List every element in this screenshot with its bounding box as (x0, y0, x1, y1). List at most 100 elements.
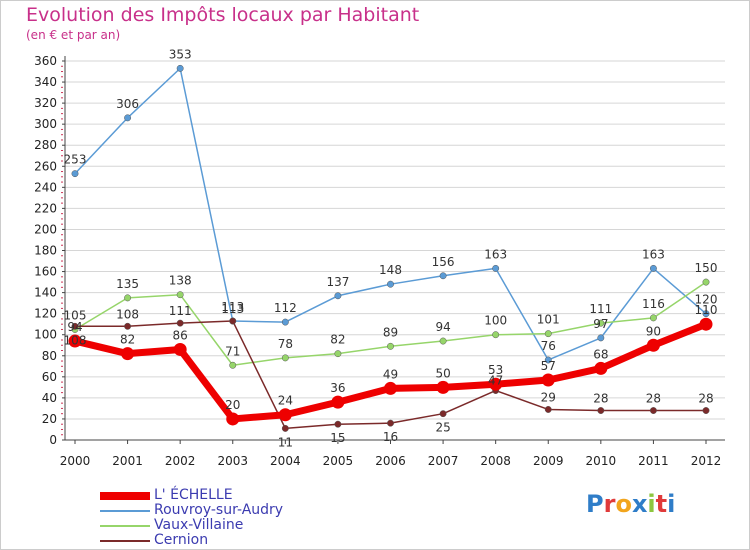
data-point (439, 272, 447, 280)
data-point (176, 319, 184, 327)
legend-swatch (100, 492, 150, 500)
data-point (71, 322, 79, 330)
data-labels: 253 306 353 113 112 137 148 156 163 76 97 163 120 105… (64, 47, 718, 449)
data-point (597, 334, 605, 342)
data-point (439, 410, 447, 418)
y-tick-label: 220 (34, 201, 57, 215)
y-tick-label: 320 (34, 96, 57, 110)
data-point (646, 338, 660, 352)
logo-letter: i (667, 490, 676, 518)
x-tick-label: 2011 (638, 454, 669, 468)
data-point (544, 406, 552, 413)
data-point (176, 291, 184, 299)
data-point (594, 361, 608, 375)
y-tick-label: 340 (34, 75, 57, 89)
data-point (492, 331, 500, 339)
data-point (541, 373, 555, 387)
data-point (387, 419, 394, 427)
data-label: 20 (225, 398, 240, 412)
data-label: 11 (278, 435, 293, 449)
data-label: 57 (541, 359, 556, 373)
data-point (436, 380, 450, 394)
data-label: 110 (695, 303, 718, 317)
data-point (229, 317, 237, 325)
y-tick-label: 240 (34, 180, 57, 194)
data-label: 113 (221, 302, 244, 316)
data-point (544, 356, 552, 364)
x-tick-label: 2012 (691, 454, 722, 468)
x-tick-label: 2006 (375, 454, 406, 468)
legend-label: L' ÉCHELLE (154, 487, 233, 503)
data-label: 49 (383, 367, 398, 381)
data-point (334, 350, 342, 358)
data-label: 163 (484, 247, 507, 261)
data-label: 116 (642, 297, 665, 311)
data-point (387, 280, 394, 288)
x-tick-label: 2002 (165, 454, 196, 468)
y-tick-label: 160 (34, 265, 57, 279)
y-tick-label: 360 (34, 54, 57, 68)
data-label: 78 (278, 337, 293, 351)
data-point (176, 64, 184, 72)
x-tick-label: 2005 (323, 454, 354, 468)
x-tick-label: 2000 (60, 454, 91, 468)
data-point (334, 292, 342, 300)
data-label: 138 (169, 274, 192, 288)
data-point (281, 318, 289, 326)
data-point (71, 170, 79, 178)
data-point (226, 412, 240, 426)
data-point (597, 319, 605, 327)
x-tick-label: 2010 (586, 454, 617, 468)
data-label: 94 (435, 320, 450, 334)
y-tick-label: 40 (42, 391, 57, 405)
y-tick-label: 80 (42, 349, 57, 363)
y-tick-label: 100 (34, 328, 57, 342)
data-label: 105 (64, 308, 87, 322)
data-point (649, 407, 657, 414)
data-label: 253 (64, 153, 87, 167)
data-point (439, 337, 447, 345)
data-point (649, 264, 657, 272)
data-label: 76 (541, 339, 556, 353)
data-label: 29 (541, 390, 556, 404)
chart-title: Evolution des Impôts locaux par Habitant (26, 4, 420, 26)
data-label: 71 (225, 344, 240, 358)
y-tick-label: 120 (34, 307, 57, 321)
data-label: 113 (221, 300, 244, 314)
grid-lines (65, 60, 725, 420)
data-label: 15 (330, 431, 345, 445)
data-point (702, 310, 710, 318)
legend-swatch (100, 510, 150, 512)
data-label: 82 (330, 333, 345, 347)
y-tick-label: 0 (49, 433, 57, 447)
data-label: 90 (646, 324, 661, 338)
data-point (649, 314, 657, 322)
legend-swatch (100, 525, 150, 527)
data-label: 112 (274, 301, 297, 315)
x-tick-label: 2004 (270, 454, 301, 468)
legend-label: Rouvroy-sur-Audry (154, 502, 284, 518)
data-label: 24 (278, 394, 293, 408)
logo-letter: r (603, 490, 616, 518)
data-point (334, 420, 342, 428)
axes: 0204060801001201401601802002202402602803… (34, 54, 725, 468)
x-tick-label: 2001 (112, 454, 143, 468)
data-label: 306 (116, 97, 139, 111)
logo-letter: o (615, 490, 632, 518)
legend-label: Cernion (154, 532, 209, 548)
data-label: 108 (64, 333, 87, 347)
data-label: 150 (695, 261, 718, 275)
data-label: 86 (173, 328, 188, 342)
data-point (544, 330, 552, 338)
y-tick-label: 260 (34, 159, 57, 173)
data-label: 111 (589, 302, 612, 316)
data-label: 137 (326, 275, 349, 289)
data-label: 28 (698, 392, 713, 406)
y-tick-label: 140 (34, 286, 57, 300)
y-tick-label: 20 (42, 412, 57, 426)
logo-letter: t (655, 490, 668, 518)
series-group (68, 64, 713, 432)
data-label: 135 (116, 277, 139, 291)
